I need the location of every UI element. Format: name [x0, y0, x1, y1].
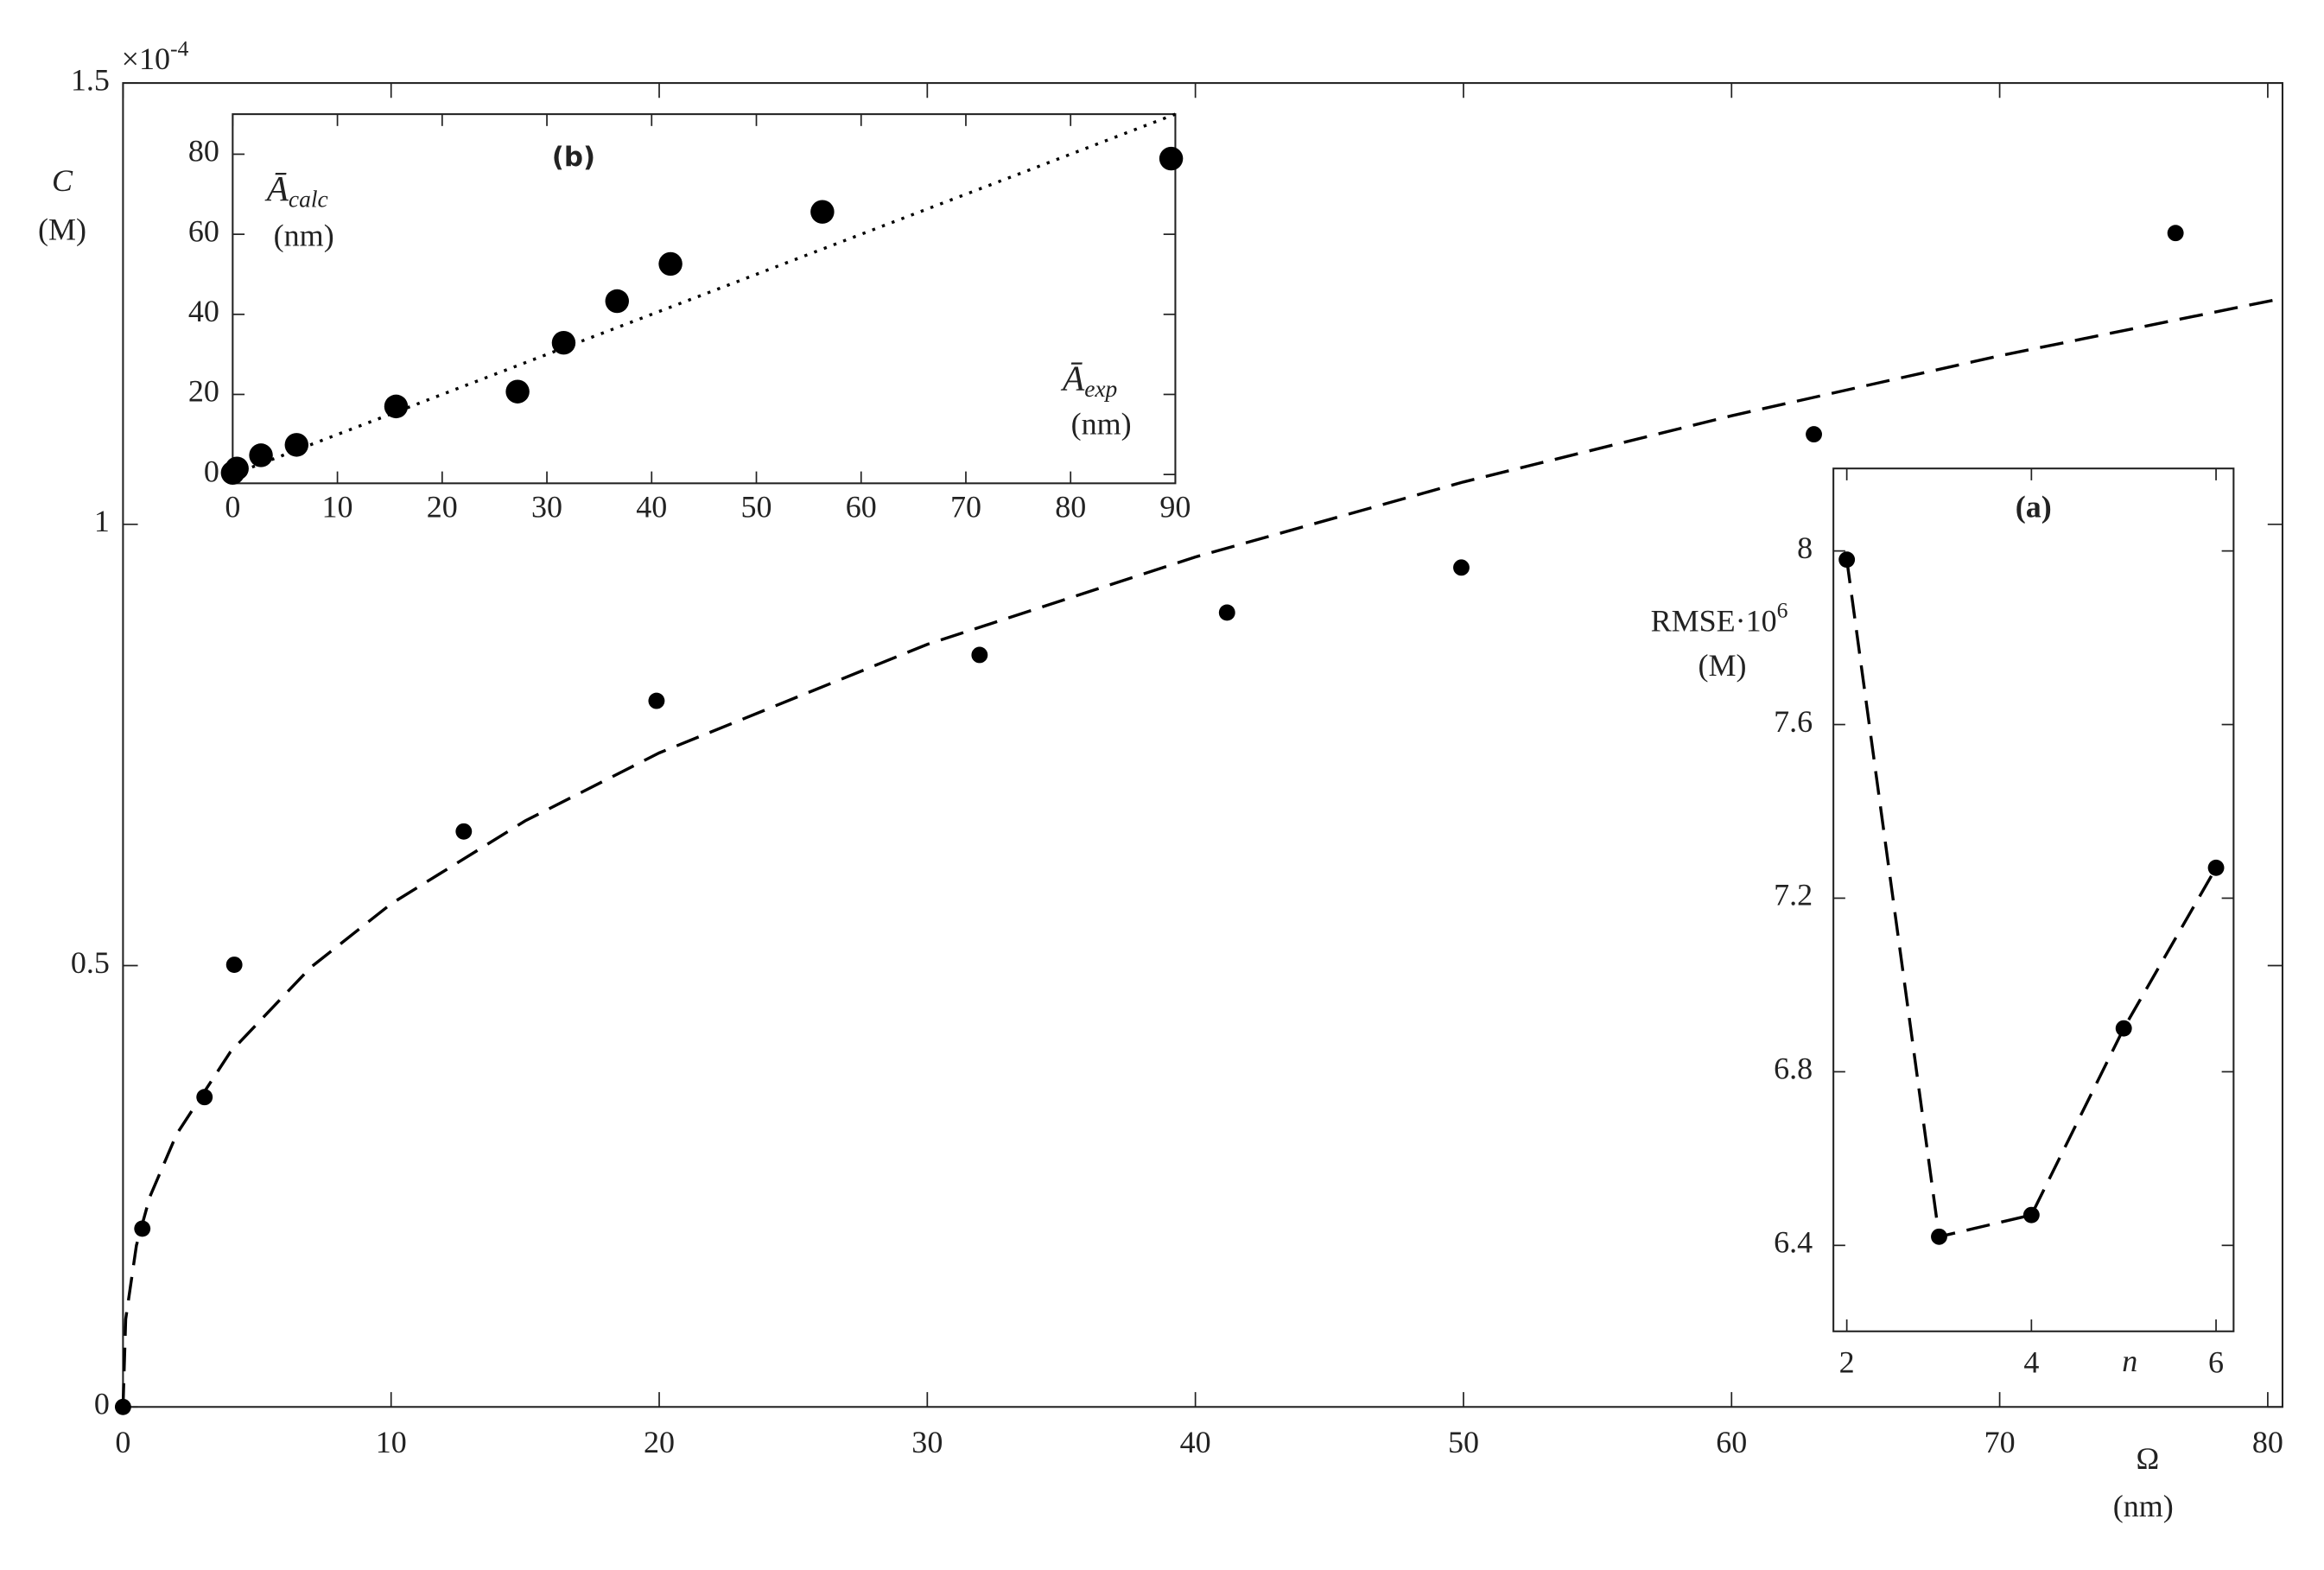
inset-a-x-label: n	[2122, 1344, 2137, 1378]
y-tick-label: 1	[94, 504, 110, 538]
y-tick-label: 60	[188, 213, 219, 248]
y-label-exponent: 6	[1777, 598, 1788, 623]
data-point	[648, 692, 665, 709]
data-point	[114, 1398, 131, 1415]
x-tick-label: 0	[115, 1425, 130, 1459]
x-tick-label: 50	[741, 489, 772, 524]
inset-b-y-unit: (nm)	[274, 219, 334, 253]
multiplier-exponent: -4	[170, 35, 189, 60]
data-point	[2115, 1020, 2132, 1037]
x-tick-label: 10	[322, 489, 353, 524]
x-tick-label: 0	[225, 489, 240, 524]
data-point	[1159, 146, 1184, 171]
data-point	[1838, 551, 1856, 569]
data-point	[2207, 859, 2225, 876]
y-tick-label: 20	[188, 374, 219, 409]
inset-b-y-label: Ācalc	[264, 169, 328, 213]
axes-box	[1832, 467, 2235, 1332]
multiplier: ×10-4	[122, 35, 189, 76]
y-tick-label: 7.2	[1774, 878, 1813, 912]
y-tick-label: 8	[1797, 531, 1813, 565]
x-tick-label: 80	[2252, 1425, 2283, 1459]
y-tick-label: 6.8	[1774, 1052, 1813, 1086]
x-tick-label: 70	[1984, 1425, 2016, 1459]
data-point	[196, 1089, 213, 1106]
data-point	[551, 330, 576, 355]
y-label-text: RMSE·10	[1651, 604, 1777, 639]
y-tick-label: 6.4	[1774, 1225, 1813, 1260]
data-point	[505, 379, 530, 404]
x-tick-label: 40	[636, 489, 667, 524]
fit-line	[1845, 559, 2218, 1239]
y-tick-label: 0	[94, 1387, 110, 1421]
x-tick-label: 50	[1448, 1425, 1479, 1459]
x-tick-label: 6	[2208, 1344, 2224, 1379]
labels: ×10-4 C (M) Ω (nm) (a) RMSE·106 (M) n (b…	[38, 35, 2174, 1523]
inset-b-x-label: Āexp	[1060, 359, 1117, 402]
x-unit: (nm)	[2113, 1489, 2174, 1523]
x-label-sub: exp	[1084, 376, 1117, 402]
fit-line	[232, 112, 1177, 476]
y-unit: (M)	[38, 213, 86, 247]
x-tick-label: 70	[950, 489, 981, 524]
data-point	[2022, 1206, 2040, 1224]
data-point	[1931, 1228, 1947, 1245]
data-point	[2167, 225, 2184, 242]
x-tick-label: 80	[1055, 489, 1086, 524]
data-point	[658, 251, 683, 276]
x-tick-label: 10	[376, 1425, 407, 1459]
data-point	[225, 957, 243, 973]
inset-a-y-label: RMSE·106	[1651, 598, 1788, 639]
inset-a: 2 4 6 6.4 6.8 7.2 7.6 8	[1774, 467, 2235, 1379]
y-tick-label: 40	[188, 294, 219, 328]
inset-b: 0 10 20 30 40 50 60 70 80 90 0 20 40 60 80	[188, 112, 1191, 524]
data-point	[810, 200, 835, 224]
data-point	[1453, 559, 1470, 576]
y-tick-label: 0.5	[71, 945, 110, 980]
multiplier-base: ×10	[122, 41, 170, 76]
data-point	[284, 433, 309, 457]
plot-background	[1833, 468, 2234, 1332]
axes-box	[122, 82, 2283, 1408]
y-tick-label: 80	[188, 134, 219, 168]
inset-a-y-unit: (M)	[1698, 648, 1746, 683]
x-tick-label: 2	[1839, 1344, 1855, 1379]
plot-background	[232, 114, 1176, 484]
x-tick-label: 90	[1159, 489, 1191, 524]
x-label: Ω	[2136, 1441, 2159, 1476]
fit-line	[121, 296, 2283, 1408]
axes-box	[232, 113, 1177, 485]
x-tick-label: 4	[2023, 1344, 2039, 1379]
data-point	[605, 289, 629, 314]
inset-a-title: (a)	[2016, 489, 2052, 524]
data-point	[455, 823, 473, 840]
x-tick-label: 20	[644, 1425, 675, 1459]
x-tick-label: 40	[1180, 1425, 1211, 1459]
inset-b-x-unit: (nm)	[1071, 406, 1132, 441]
y-tick-label: 0	[204, 454, 219, 488]
data-point	[1806, 426, 1822, 443]
data-point	[384, 394, 409, 419]
x-tick-label: 60	[1716, 1425, 1747, 1459]
y-label-text: Ā	[264, 169, 289, 209]
y-tick-label: 7.6	[1774, 704, 1813, 739]
inset-b-title: (b)	[552, 142, 595, 173]
y-tick-label: 1.5	[71, 62, 110, 97]
y-label-sub: calc	[289, 187, 328, 213]
y-label: C	[52, 163, 73, 198]
data-point	[225, 456, 249, 480]
data-point	[1218, 604, 1235, 621]
x-tick-label: 30	[531, 489, 562, 524]
x-tick-label: 20	[427, 489, 458, 524]
x-tick-label: 30	[911, 1425, 943, 1459]
data-point	[971, 646, 988, 664]
data-point	[249, 443, 273, 467]
x-label-text: Ā	[1060, 359, 1085, 398]
x-tick-label: 60	[846, 489, 877, 524]
